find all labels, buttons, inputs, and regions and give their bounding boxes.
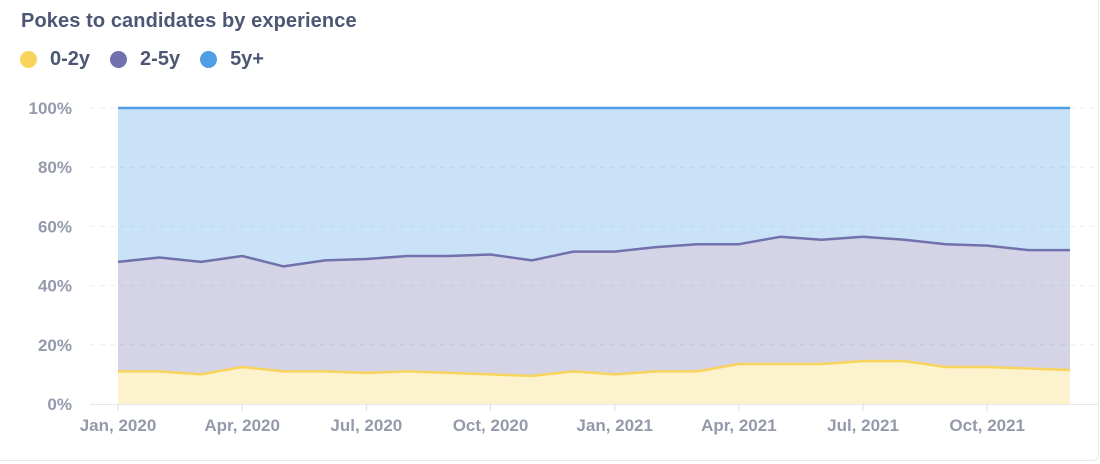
legend-item-2-5y[interactable]: 2-5y <box>110 48 180 71</box>
chart-title: Pokes to candidates by experience <box>21 10 357 32</box>
legend-item-0-2y[interactable]: 0-2y <box>20 48 90 71</box>
x-tick-label: Jan, 2021 <box>576 416 653 435</box>
x-tick-label: Oct, 2021 <box>949 416 1025 435</box>
y-tick-label: 80% <box>38 158 72 177</box>
x-tick-label: Jul, 2021 <box>827 416 899 435</box>
y-tick-label: 100% <box>29 99 72 118</box>
x-tick-label: Jan, 2020 <box>80 416 157 435</box>
area-5y+ <box>118 108 1070 267</box>
legend-swatch-5y-plus <box>200 51 218 68</box>
x-tick-label: Oct, 2020 <box>453 416 529 435</box>
line-2-5y <box>117 235 1070 268</box>
legend-label-2-5y: 2-5y <box>140 48 181 70</box>
y-axis: 0% 20% 40% 60% 80% 100% <box>29 99 72 414</box>
legend-label-5y-plus: 5y+ <box>230 48 264 70</box>
y-tick-label: 40% <box>38 277 72 296</box>
x-tick-label: Apr, 2021 <box>701 416 777 435</box>
y-tick-label: 20% <box>38 336 72 355</box>
legend: 0-2y 2-5y 5y+ <box>20 48 284 71</box>
y-tick-label: 0% <box>47 395 72 414</box>
area-0-2y <box>118 361 1070 404</box>
x-tick-label: Apr, 2020 <box>204 416 280 435</box>
legend-label-0-2y: 0-2y <box>50 48 91 70</box>
area-2-5y <box>118 236 1070 376</box>
legend-swatch-2-5y <box>110 51 128 68</box>
series-areas <box>118 108 1070 404</box>
x-tick-label: Jul, 2020 <box>330 416 402 435</box>
series-lines <box>117 106 1071 378</box>
line-0-2y <box>118 359 1071 378</box>
y-tick-label: 60% <box>38 217 72 236</box>
legend-swatch-0-2y <box>20 51 37 68</box>
legend-item-5y-plus[interactable]: 5y+ <box>200 48 264 71</box>
x-axis: Jan, 2020 Apr, 2020 Jul, 2020 Oct, 2020 Jan,… <box>80 404 1098 435</box>
